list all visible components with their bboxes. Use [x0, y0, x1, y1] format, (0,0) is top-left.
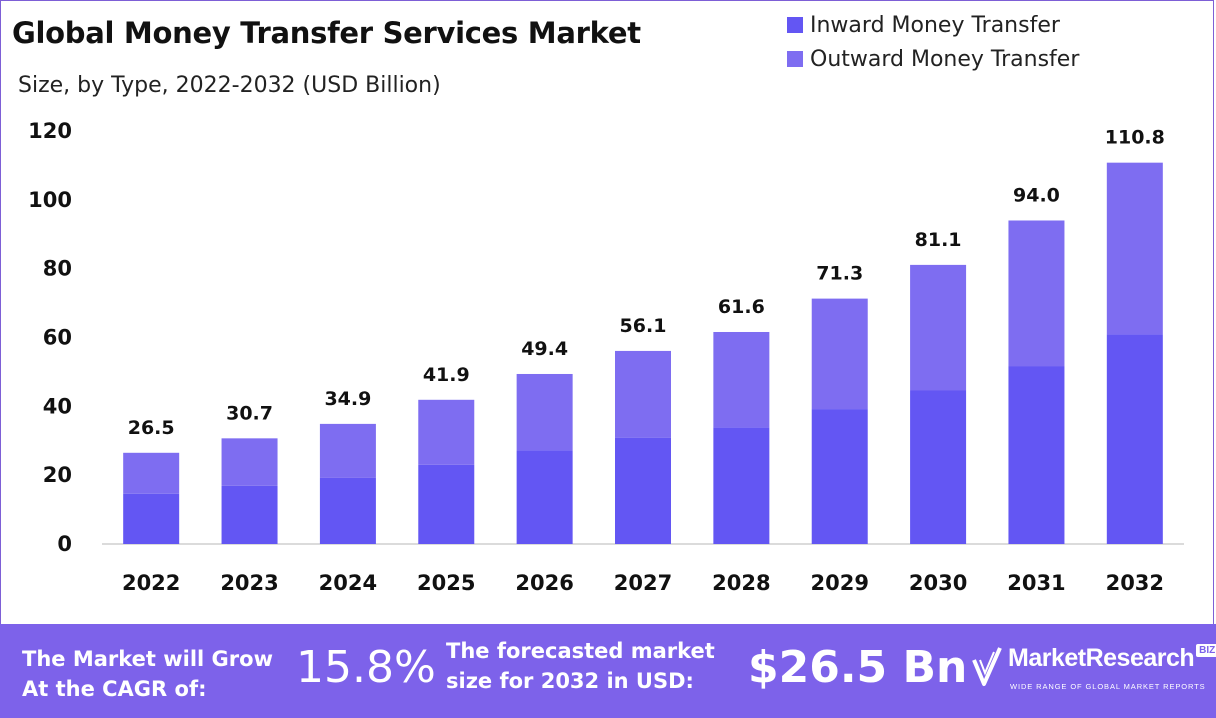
legend-item-inward: Inward Money Transfer: [787, 8, 1079, 42]
forecast-value: $26.5 Bn: [748, 642, 968, 693]
x-tick-label-2025: 2025: [417, 571, 475, 595]
bar-outward-2031: [1008, 220, 1065, 367]
bar-outward-2026: [516, 373, 573, 451]
logo-badge: BIZ: [1196, 644, 1216, 657]
bar-outward-2022: [123, 452, 180, 494]
bar-inward-2030: [910, 390, 967, 544]
bar-inward-2024: [319, 477, 376, 544]
legend-item-outward: Outward Money Transfer: [787, 42, 1079, 76]
forecast-label-line1: The forecasted market: [446, 639, 715, 663]
bar-inward-2027: [615, 437, 671, 544]
forecast-label-line2: size for 2032 in USD:: [446, 669, 694, 693]
y-tick-label-1: 20: [43, 463, 72, 487]
y-tick-label-2: 40: [43, 394, 72, 418]
checkmark-logo-icon: [972, 647, 1002, 686]
data-label-2028: 61.6: [718, 296, 765, 318]
data-label-2027: 56.1: [620, 315, 667, 337]
y-tick-label-0: 0: [57, 532, 72, 556]
x-tick-label-2023: 2023: [220, 571, 278, 595]
data-label-2029: 71.3: [816, 263, 863, 285]
data-label-2030: 81.1: [915, 229, 962, 251]
bar-inward-2022: [123, 493, 180, 544]
data-label-2025: 41.9: [423, 364, 470, 386]
chart-subtitle: Size, by Type, 2022-2032 (USD Billion): [18, 73, 441, 98]
data-label-2022: 26.5: [128, 417, 175, 439]
bar-outward-2023: [221, 438, 278, 486]
bar-inward-2028: [713, 427, 770, 544]
data-label-2032: 110.8: [1105, 127, 1165, 149]
bar-outward-2032: [1106, 162, 1163, 335]
logo-tagline: WIDE RANGE OF GLOBAL MARKET REPORTS: [1010, 682, 1206, 691]
cagr-label-line2: At the CAGR of:: [22, 677, 207, 701]
stacked-bar-chart: 0 20 40 60 80 100 120 26.5 2022 30.7 2023 34.9 2024 4…: [28, 119, 1184, 595]
bar-inward-2025: [418, 464, 475, 544]
bar-inward-2032: [1106, 334, 1163, 544]
bar-outward-2027: [615, 350, 671, 438]
data-label-2031: 94.0: [1013, 184, 1060, 206]
bar-inward-2023: [221, 485, 278, 544]
bar-outward-2024: [319, 423, 376, 478]
y-tick-label-5: 100: [28, 188, 72, 212]
data-label-2026: 49.4: [521, 338, 568, 360]
data-label-2024: 34.9: [324, 388, 371, 410]
x-tick-label-2028: 2028: [712, 571, 770, 595]
data-label-2023: 30.7: [226, 402, 273, 424]
summary-banner: The Market will Grow At the CAGR of: 15.…: [0, 624, 1216, 718]
x-tick-label-2031: 2031: [1007, 571, 1065, 595]
bar-inward-2029: [811, 409, 868, 544]
legend-swatch-outward: [787, 51, 803, 67]
bar-outward-2029: [811, 298, 868, 410]
chart-title: Global Money Transfer Services Market: [12, 16, 641, 50]
x-tick-label-2032: 2032: [1106, 571, 1164, 595]
cagr-label-line1: The Market will Grow: [22, 647, 273, 671]
y-tick-label-3: 60: [43, 326, 72, 350]
x-tick-label-2027: 2027: [614, 571, 672, 595]
x-tick-label-2029: 2029: [811, 571, 869, 595]
x-tick-label-2024: 2024: [319, 571, 377, 595]
bar-outward-2028: [713, 331, 770, 428]
x-tick-label-2022: 2022: [122, 571, 180, 595]
bar-outward-2030: [910, 264, 967, 391]
y-tick-label-4: 80: [43, 257, 72, 281]
bar-inward-2026: [516, 450, 573, 544]
x-tick-label-2026: 2026: [515, 571, 573, 595]
legend-label-outward: Outward Money Transfer: [810, 46, 1080, 72]
logo-name: MarketResearch: [1008, 644, 1195, 672]
chart-legend: Inward Money Transfer Outward Money Tran…: [787, 8, 1079, 76]
x-tick-label-2030: 2030: [909, 571, 967, 595]
legend-swatch-inward: [787, 17, 803, 33]
logo-wordmark: MarketResearch BIZ: [1008, 644, 1216, 673]
y-tick-label-6: 120: [28, 119, 72, 143]
bar-outward-2025: [418, 399, 475, 465]
cagr-value: 15.8%: [296, 642, 436, 693]
legend-label-inward: Inward Money Transfer: [810, 12, 1060, 38]
bar-inward-2031: [1008, 366, 1065, 544]
